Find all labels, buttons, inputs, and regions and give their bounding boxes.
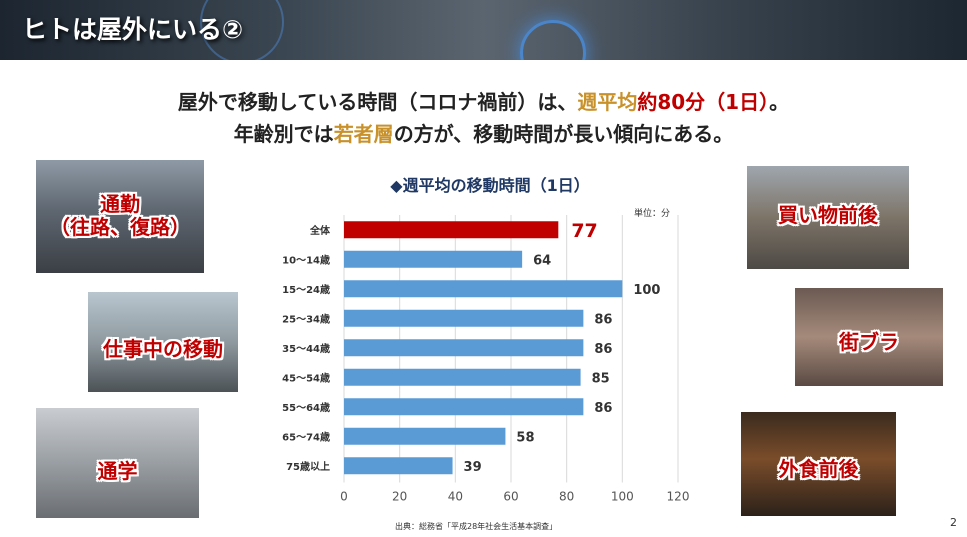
data-label: 86	[594, 312, 612, 327]
data-label: 85	[592, 371, 610, 386]
category-label: 25～34歳	[282, 312, 330, 325]
category-label: 65～74歳	[282, 430, 330, 443]
x-tick-label: 40	[448, 490, 463, 504]
bar	[344, 457, 453, 475]
photo-street-stroll: 街ブラ	[795, 288, 943, 386]
x-tick-label: 120	[667, 490, 690, 504]
photo-caption-street-stroll: 街ブラ	[839, 330, 899, 354]
bar	[344, 250, 523, 268]
x-tick-label: 100	[611, 490, 634, 504]
data-label: 100	[633, 283, 660, 298]
headline-highlight-red: 約80分（1日）	[637, 90, 770, 114]
category-label: 55～64歳	[282, 401, 330, 414]
x-tick-label: 0	[340, 490, 348, 504]
category-label: 15～24歳	[282, 283, 330, 296]
data-label: 39	[464, 460, 482, 475]
bar	[344, 309, 584, 327]
photo-dining: 外食前後	[741, 412, 896, 516]
chart-unit-label: 単位：分	[634, 209, 671, 219]
headline-line-1: 屋外で移動している時間（コロナ禍前）は、週平均約80分（1日）。	[0, 86, 967, 115]
photo-caption-shopping: 買い物前後	[778, 203, 878, 227]
photo-shopping: 買い物前後	[747, 166, 909, 269]
bar	[344, 221, 559, 239]
bar	[344, 398, 584, 416]
category-label: 75歳以上	[286, 460, 330, 473]
photo-work-travel: 仕事中の移動	[88, 292, 238, 392]
photo-caption-school: 通学	[97, 459, 138, 483]
data-label: 64	[533, 253, 551, 268]
x-tick-label: 20	[392, 490, 407, 504]
headline-highlight-gold: 週平均	[577, 90, 638, 114]
headline-text: 。	[769, 90, 790, 114]
category-label: 10～14歳	[282, 253, 330, 266]
bar	[344, 339, 584, 357]
x-tick-label: 80	[559, 490, 574, 504]
bar	[344, 427, 506, 445]
source-note: 出典：総務省「平成28年社会生活基本調査」	[395, 522, 558, 531]
headline-text: 年齢別では	[233, 122, 334, 146]
category-label: 45～54歳	[282, 371, 330, 384]
headline-highlight-gold: 若者層	[333, 122, 394, 146]
data-label: 77	[571, 220, 597, 242]
headline-text: の方が、移動時間が長い傾向にある。	[393, 122, 734, 146]
header-banner: ヒトは屋外にいる②	[0, 0, 967, 60]
banner-glow-decoration	[200, 0, 284, 60]
headline-line-2: 年齢別では若者層の方が、移動時間が長い傾向にある。	[0, 118, 967, 147]
photo-caption-work-travel: 仕事中の移動	[103, 337, 223, 361]
headline-text: 屋外で移動している時間（コロナ禍前）は、	[177, 90, 578, 114]
x-tick-label: 60	[503, 490, 518, 504]
photo-caption-dining: 外食前後	[778, 457, 859, 481]
banner-ring-decoration	[520, 20, 586, 60]
page-number: 2	[950, 516, 957, 529]
chart-title: ◆週平均の移動時間（1日）	[390, 176, 590, 195]
photo-commute: 通勤 （往路、復路）	[36, 160, 204, 273]
bar	[344, 280, 623, 298]
bar-chart: 0 20 40 60 80 100 120 全体 77 10～14歳 64 15～24歳 100 25～3…	[282, 215, 690, 504]
photo-school: 通学	[36, 408, 199, 518]
photo-caption-commute: 通勤 （往路、復路）	[50, 192, 190, 239]
data-label: 86	[594, 342, 612, 357]
bar	[344, 368, 581, 386]
data-label: 58	[516, 430, 534, 445]
page-title: ヒトは屋外にいる②	[22, 15, 244, 44]
data-label: 86	[594, 401, 612, 416]
category-label: 全体	[309, 224, 331, 237]
category-label: 35～44歳	[282, 342, 330, 355]
